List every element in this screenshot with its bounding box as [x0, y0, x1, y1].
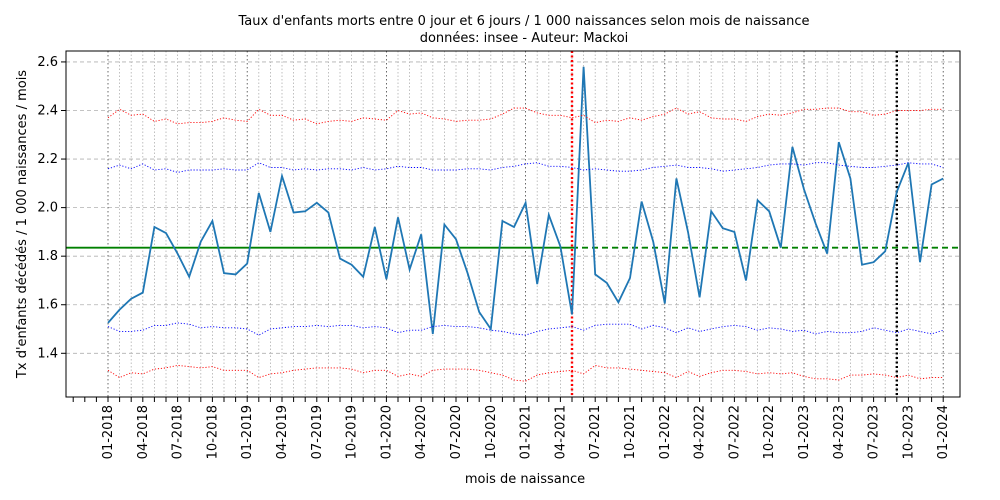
x-tick-label: 04-2019	[275, 405, 290, 459]
band-series-line	[107, 322, 944, 336]
x-tick-label: 04-2020	[414, 405, 429, 459]
y-axis: 1.4 1.6 1.8 2.0 2.2 2.4 2.6	[37, 55, 66, 361]
y-tick-label: 1.4	[37, 346, 58, 361]
x-tick-label: 10-2023	[901, 405, 916, 459]
x-tick-label: 10-2018	[205, 405, 220, 459]
x-tick-label: 07-2022	[727, 405, 742, 459]
x-axis-label: mois de naissance	[465, 472, 585, 487]
x-tick-label: 04-2021	[553, 405, 568, 459]
y-axis-label: Tx d'enfants décédés / 1 000 naissances …	[15, 70, 30, 379]
x-tick-label: 10-2019	[345, 405, 360, 459]
x-axis: 01-2018 04-2018 07-2018 10-2018 01-2019 04-20…	[72, 397, 951, 459]
y-tick-label: 2.2	[37, 152, 58, 167]
main-series-line	[107, 66, 944, 335]
x-tick-label: 01-2023	[797, 405, 812, 459]
y-tick-label: 1.6	[37, 298, 58, 313]
x-tick-label: 07-2018	[171, 405, 186, 459]
y-tick-label: 1.8	[37, 249, 58, 264]
chart-subtitle: données: insee - Auteur: Mackoi	[420, 31, 629, 46]
x-tick-label: 01-2021	[519, 405, 534, 459]
band-series-line	[107, 162, 944, 173]
chart-title: Taux d'enfants morts entre 0 jour et 6 j…	[238, 14, 810, 29]
x-tick-label: 04-2023	[832, 405, 847, 459]
x-tick-label: 01-2022	[658, 405, 673, 459]
plot-frame	[65, 50, 961, 398]
x-tick-label: 10-2021	[623, 405, 638, 459]
y-tick-label: 2.6	[37, 55, 58, 70]
x-tick-label: 04-2022	[693, 405, 708, 459]
x-tick-label: 01-2018	[101, 405, 116, 459]
x-tick-label: 04-2018	[136, 405, 151, 459]
band-series-line	[107, 364, 944, 382]
x-tick-label: 07-2020	[449, 405, 464, 459]
x-tick-label: 10-2020	[484, 405, 499, 459]
x-tick-label: 01-2024	[936, 405, 951, 459]
y-tick-label: 2.0	[37, 201, 58, 216]
x-tick-label: 10-2022	[762, 405, 777, 459]
x-tick-label: 07-2021	[588, 405, 603, 459]
x-tick-label: 07-2019	[310, 405, 325, 459]
x-tick-label: 01-2020	[379, 405, 394, 459]
band-series-line	[107, 107, 944, 125]
y-tick-label: 2.4	[37, 103, 58, 118]
x-tick-label: 07-2023	[867, 405, 882, 459]
x-tick-label: 01-2019	[240, 405, 255, 459]
series-lines	[107, 66, 944, 382]
